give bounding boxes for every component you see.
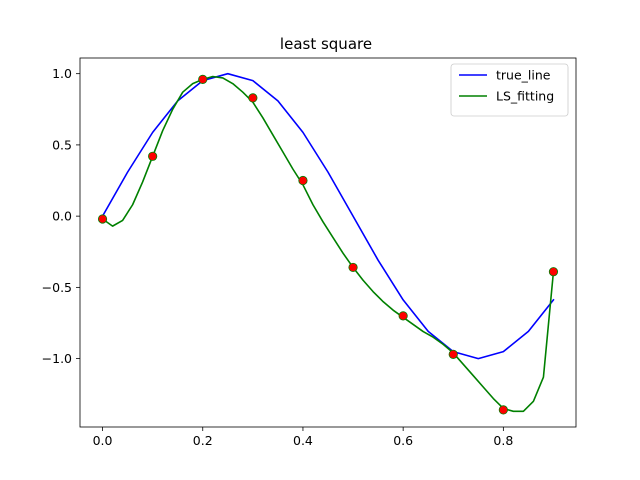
legend-label-true-line: true_line	[496, 68, 551, 83]
y-axis: 1.0 0.5 0.0 −0.5 −1.0	[42, 66, 80, 366]
data-point	[248, 93, 258, 103]
y-tick-label: −0.5	[42, 280, 72, 295]
data-point	[548, 267, 559, 277]
legend-box	[450, 63, 569, 117]
y-tick-label: −1.0	[42, 351, 72, 366]
y-tick-label: 0.0	[52, 209, 72, 224]
data-point	[148, 151, 158, 161]
y-tick-label: 0.5	[52, 137, 72, 152]
chart-title: least square	[280, 35, 372, 53]
legend-label-ls-fitting: LS_fitting	[496, 89, 554, 104]
data-point	[398, 311, 408, 321]
x-tick-label: 0.2	[193, 433, 213, 448]
data-point	[298, 175, 308, 186]
marker-layer	[97, 74, 559, 415]
data-point	[448, 349, 458, 359]
plot-area: 0.0 0.2 0.4 0.6 0.8 1.0 0.5 0.0 −0.5 −1.0	[42, 57, 577, 448]
data-point	[97, 214, 108, 224]
x-tick-label: 0.0	[93, 433, 113, 448]
axes-frame	[79, 57, 577, 428]
x-tick-label: 0.6	[393, 433, 413, 448]
series-layer	[101, 72, 555, 413]
data-point	[198, 74, 208, 84]
data-point	[348, 262, 358, 273]
legend: true_line LS_fitting	[450, 63, 569, 117]
x-tick-label: 0.8	[493, 433, 513, 448]
x-axis: 0.0 0.2 0.4 0.6 0.8	[93, 427, 513, 448]
x-tick-label: 0.4	[293, 433, 313, 448]
y-tick-label: 1.0	[52, 66, 72, 81]
data-point	[498, 405, 508, 415]
series-line-ls-fitting	[101, 75, 555, 413]
